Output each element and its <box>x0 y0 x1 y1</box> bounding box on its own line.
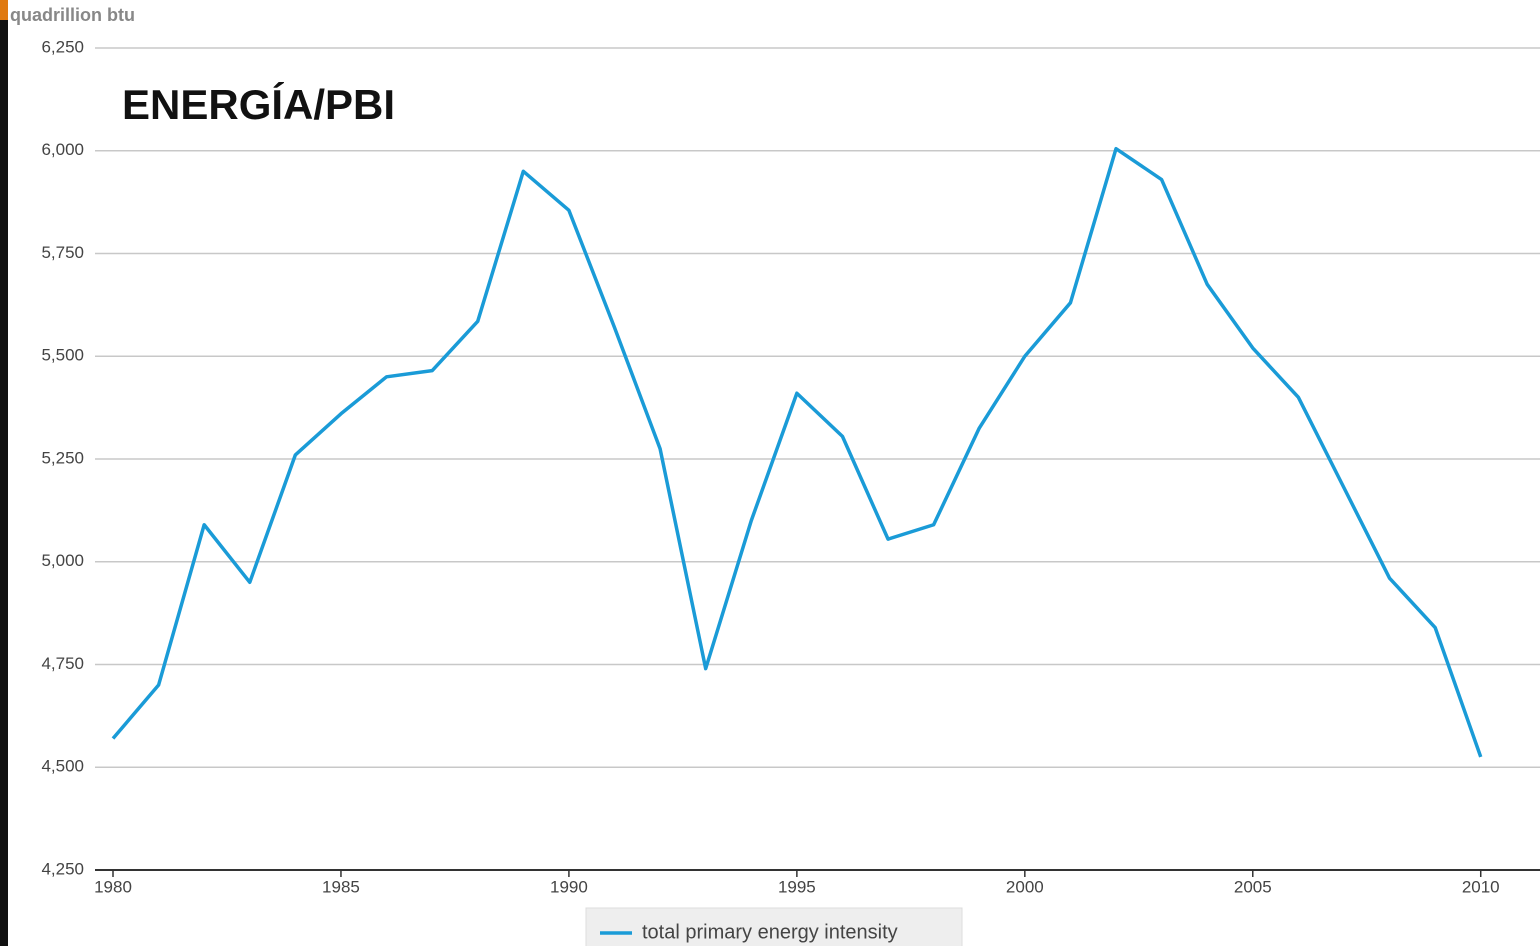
y-tick-label: 4,750 <box>41 654 84 673</box>
y-tick-label: 4,500 <box>41 757 84 776</box>
x-tick-label: 1990 <box>550 877 588 896</box>
y-tick-label: 4,250 <box>41 859 84 878</box>
data-line <box>111 146 1483 758</box>
x-tick-label: 2010 <box>1462 877 1500 896</box>
y-axis-label: quadrillion btu <box>10 5 135 25</box>
x-tick-label: 2000 <box>1006 877 1044 896</box>
y-tick-label: 5,500 <box>41 346 84 365</box>
chart-title: ENERGÍA/PBI <box>122 81 395 128</box>
left-strip-accent <box>0 0 8 20</box>
x-tick-label: 1985 <box>322 877 360 896</box>
legend-box <box>585 907 963 949</box>
y-tick-label: 5,750 <box>41 243 84 262</box>
y-tick-label: 6,000 <box>41 140 84 159</box>
x-tick-label: 1995 <box>778 877 816 896</box>
left-strip <box>0 0 8 946</box>
x-tick-label: 1980 <box>94 877 132 896</box>
x-tick-label: 2005 <box>1234 877 1272 896</box>
y-tick-label: 6,250 <box>41 37 84 56</box>
y-tick-label: 5,250 <box>41 448 84 467</box>
legend-label: total primary energy intensity <box>642 921 898 943</box>
y-tick-label: 5,000 <box>41 551 84 570</box>
